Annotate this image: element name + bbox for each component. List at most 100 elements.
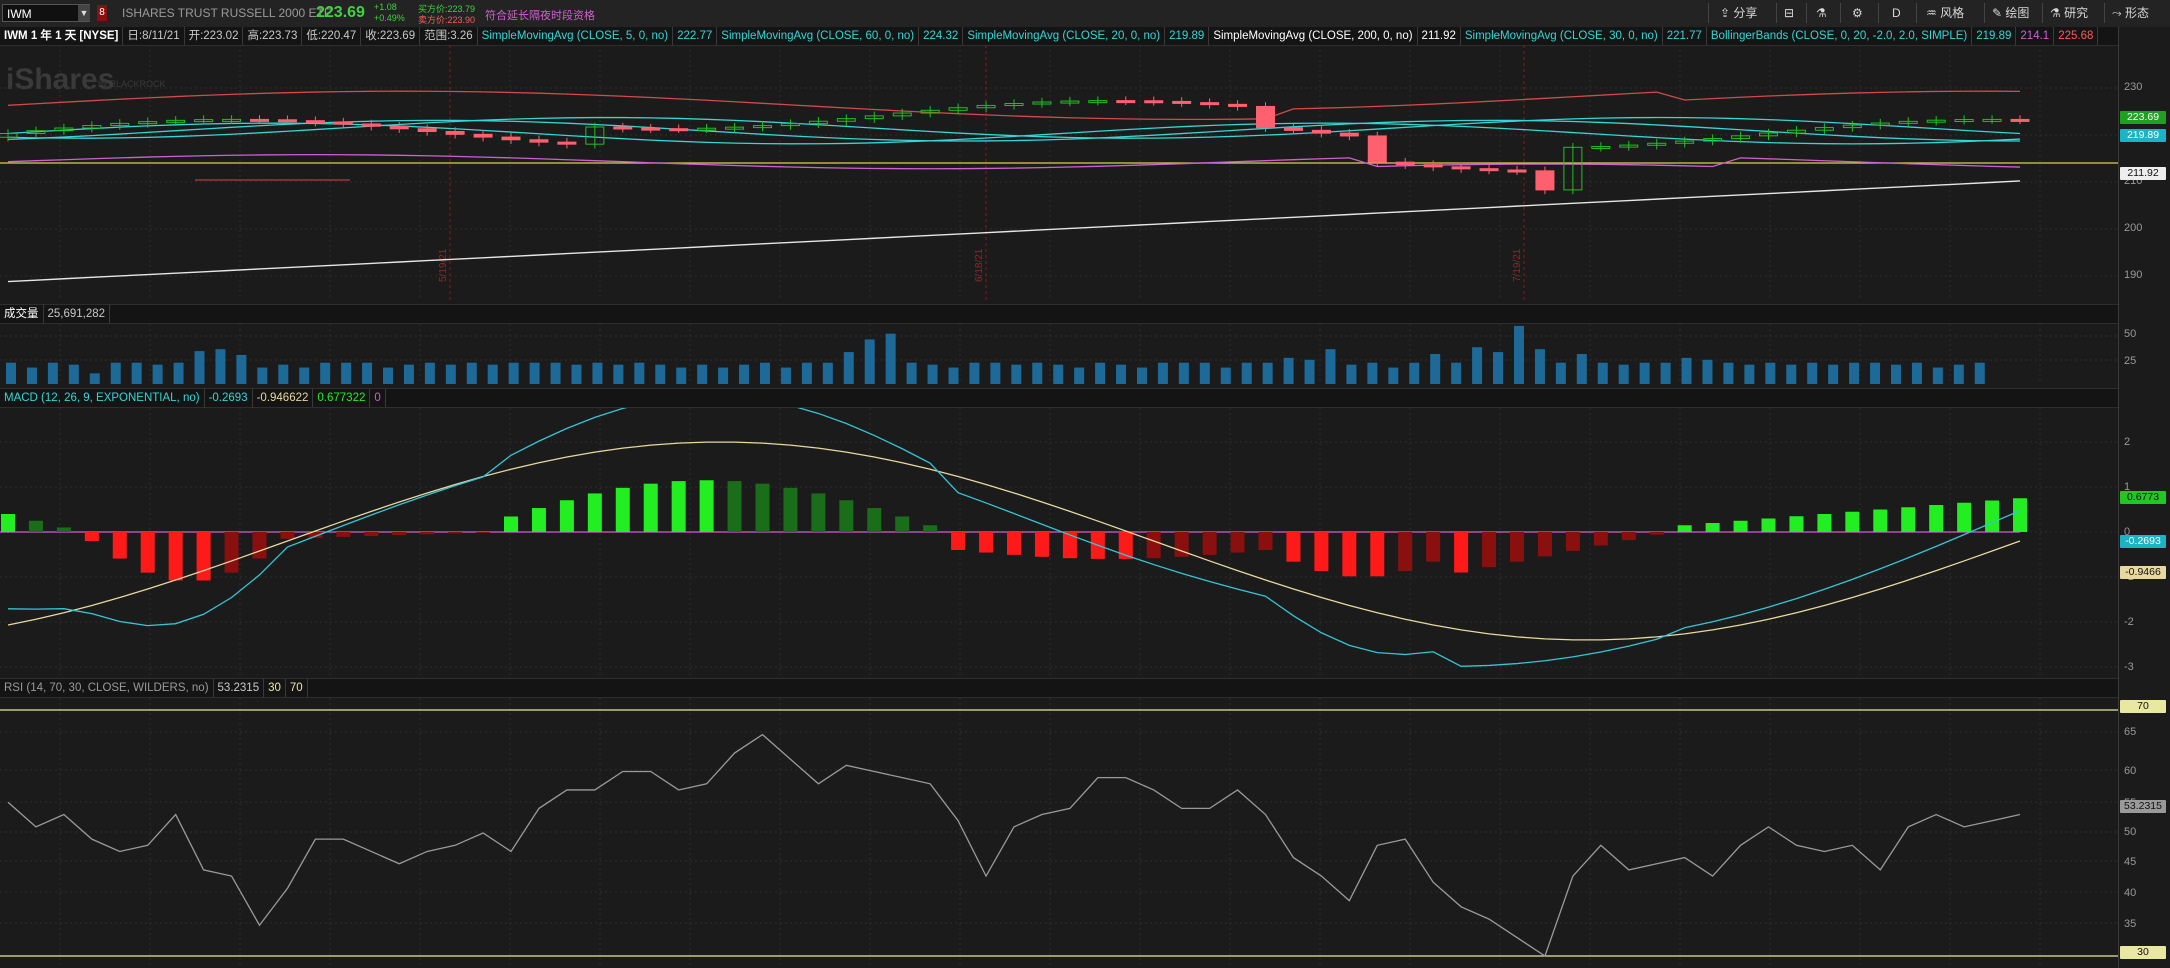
macd-histogram-bar: [1, 514, 15, 532]
rsi-header: RSI (14, 70, 30, CLOSE, WILDERS, no) 53.2…: [0, 678, 2118, 698]
volume-bar: [1932, 367, 1943, 384]
macd-histogram-bar: [1901, 507, 1916, 532]
macd-value-tag: -0.2693: [2120, 535, 2166, 548]
macd-histogram-bar: [1957, 502, 1972, 532]
volume-bar: [382, 367, 393, 384]
candle: [1703, 138, 1723, 142]
volume-bar: [676, 367, 687, 384]
style-button[interactable]: ♒ 风格: [1926, 6, 1965, 20]
volume-bar: [1472, 347, 1483, 384]
volume-bar: [885, 333, 896, 384]
symbol-link-icon[interactable]: 8: [97, 5, 107, 21]
macd-histogram-bar: [979, 532, 994, 553]
rsi-tick: 65: [2124, 726, 2137, 738]
volume-bar: [718, 367, 729, 384]
study-label[interactable]: SimpleMovingAvg (CLOSE, 60, 0, no): [717, 27, 920, 45]
volume-pane[interactable]: [0, 324, 2118, 384]
chart-title[interactable]: IWM 1 年 1 天 [NYSE]: [0, 27, 124, 45]
candle: [920, 109, 940, 114]
macd-zero: 0: [370, 389, 386, 407]
ask-price: 卖方价:223.90: [418, 15, 476, 25]
chevron-down-icon[interactable]: ▼: [78, 5, 90, 21]
macd-histogram-bar: [112, 532, 127, 559]
candle: [585, 126, 605, 145]
candle: [26, 130, 46, 134]
volume-bar: [1451, 362, 1462, 384]
volume-bar: [110, 362, 121, 384]
date-marker-label: 5/19/21: [438, 248, 449, 282]
rsi-30-tag: 30: [2120, 946, 2166, 959]
candle: [82, 125, 102, 129]
research-button[interactable]: ⚗ 研究: [2050, 6, 2089, 20]
candle: [1395, 161, 1415, 166]
rsi-oversold: 70: [286, 679, 308, 697]
volume-chart[interactable]: [0, 324, 2118, 384]
study-label[interactable]: SimpleMovingAvg (CLOSE, 20, 0, no): [963, 27, 1166, 45]
drawing-mode-button[interactable]: D: [1892, 6, 1901, 20]
volume-bar: [1346, 364, 1357, 384]
volume-label[interactable]: 成交量: [0, 305, 44, 323]
candle: [1731, 135, 1751, 140]
price-chart[interactable]: 5/19/21 6/18/21 7/19/21: [0, 45, 2118, 300]
security-name: ISHARES TRUST RUSSELL 2000 ETF: [122, 6, 332, 20]
rsi-chart[interactable]: [0, 698, 2118, 968]
rsi-overbought: 30: [264, 679, 286, 697]
macd-histogram-bar: [252, 532, 267, 559]
volume-bar: [613, 364, 624, 384]
rsi-pane[interactable]: [0, 698, 2118, 968]
volume-bar: [1890, 364, 1901, 384]
rsi-70-tag: 70: [2120, 700, 2166, 713]
macd-chart[interactable]: [0, 408, 2118, 676]
candle: [1088, 100, 1108, 104]
flask-button[interactable]: ⚗: [1812, 3, 1831, 23]
rsi-label[interactable]: RSI (14, 70, 30, CLOSE, WILDERS, no): [0, 679, 214, 697]
macd-value-line: [7, 408, 2021, 667]
study-value: 219.89: [1165, 27, 1210, 45]
macd-histogram-bar: [1426, 532, 1441, 562]
macd-histogram-bar: [1454, 532, 1469, 573]
candle: [333, 121, 353, 125]
patterns-button[interactable]: ⤳ 形态: [2112, 6, 2149, 20]
study-label[interactable]: BollingerBands (CLOSE, 0, 20, -2.0, 2.0,…: [1707, 27, 1973, 45]
study-label[interactable]: SimpleMovingAvg (CLOSE, 200, 0, no): [1209, 27, 1418, 45]
rsi-tick: 45: [2124, 856, 2137, 868]
volume-bar: [1116, 364, 1127, 384]
candle: [361, 123, 381, 127]
symbol-input[interactable]: IWM: [2, 4, 90, 22]
price-pane[interactable]: iShares by BLACKROCK 5/19/21 6/18/21 7/19/…: [0, 45, 2118, 300]
candle: [2010, 118, 2030, 122]
macd-tick: -3: [2124, 661, 2134, 673]
macd-histogram-bar: [1034, 532, 1049, 557]
settings-button[interactable]: ⚙: [1848, 3, 1867, 23]
macd-histogram-bar: [1621, 532, 1636, 541]
macd-histogram-bar: [1649, 532, 1664, 535]
macd-histogram-bar: [364, 532, 379, 537]
volume-bar: [257, 367, 268, 384]
candle: [138, 121, 158, 125]
sma200-tag: 211.92: [2120, 167, 2166, 180]
share-button[interactable]: ⇪ 分享: [1720, 6, 1758, 20]
candle: [250, 118, 269, 122]
study-label[interactable]: SimpleMovingAvg (CLOSE, 30, 0, no): [1461, 27, 1663, 45]
macd-histogram-bar: [755, 483, 770, 532]
macd-tick: 1: [2124, 481, 2131, 493]
studies-button[interactable]: ⊟: [1780, 3, 1798, 23]
drawings-button[interactable]: ✎ 绘图: [1992, 6, 2030, 20]
macd-histogram-bar: [56, 527, 71, 532]
candle: [948, 107, 968, 111]
volume-bar: [1681, 357, 1692, 384]
study-label[interactable]: SimpleMovingAvg (CLOSE, 5, 0, no): [478, 27, 674, 45]
candle: [1004, 103, 1024, 107]
candle: [1759, 132, 1778, 137]
candle: [1926, 119, 1946, 123]
candle: [669, 128, 689, 132]
macd-pane[interactable]: [0, 408, 2118, 676]
header-low: 低:220.47: [302, 27, 362, 45]
volume-bar: [362, 362, 373, 384]
macd-tick: -2: [2124, 616, 2134, 628]
macd-label[interactable]: MACD (12, 26, 9, EXPONENTIAL, no): [0, 389, 205, 407]
volume-bar: [1157, 362, 1168, 384]
macd-histogram-bar: [727, 481, 742, 532]
macd-avg-line: [7, 441, 2021, 641]
candle: [1228, 103, 1248, 107]
